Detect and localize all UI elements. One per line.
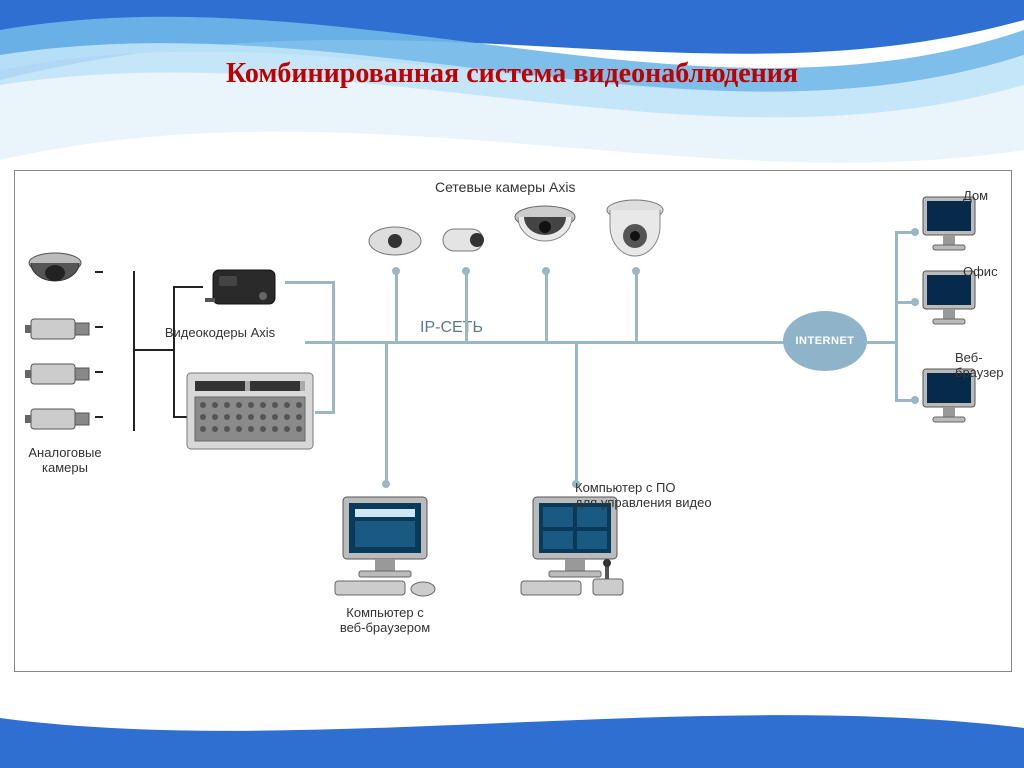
diagram-panel: Аналоговые камеры Видеокодеры Axis xyxy=(14,170,1012,672)
pc-management-label: Компьютер с ПО для управления видео xyxy=(575,481,755,511)
bullet-camera-icon xyxy=(435,211,495,261)
compact-camera-icon xyxy=(365,211,425,261)
office-label: Офис xyxy=(963,265,998,280)
wave-bottom-decoration xyxy=(0,698,1024,768)
internet-label: INTERNET xyxy=(796,335,855,347)
encoder-rack-icon xyxy=(185,371,315,453)
ip-network-label: IP-СЕТЬ xyxy=(420,319,483,337)
box-camera-icon xyxy=(25,401,95,437)
video-encoder-icon xyxy=(205,256,285,311)
slide-title: Комбинированная система видеонаблюдения xyxy=(0,58,1024,90)
analog-cameras-label: Аналоговые камеры xyxy=(15,446,115,476)
pc-browser-icon xyxy=(325,491,445,601)
encoders-label: Видеокодеры Axis xyxy=(145,326,295,341)
dome-camera-icon xyxy=(25,251,85,297)
network-cameras-label: Сетевые камеры Axis xyxy=(435,179,575,195)
internet-node: INTERNET xyxy=(783,311,867,371)
ip-network-backbone xyxy=(305,341,805,344)
dome-camera-icon xyxy=(510,201,580,263)
home-label: Дом xyxy=(963,189,988,204)
web-browser-label: Веб- браузер xyxy=(955,351,1010,381)
pc-browser-label: Компьютер с веб-браузером xyxy=(315,606,455,636)
box-camera-icon xyxy=(25,311,95,347)
box-camera-icon xyxy=(25,356,95,392)
ptz-camera-icon xyxy=(600,196,670,266)
